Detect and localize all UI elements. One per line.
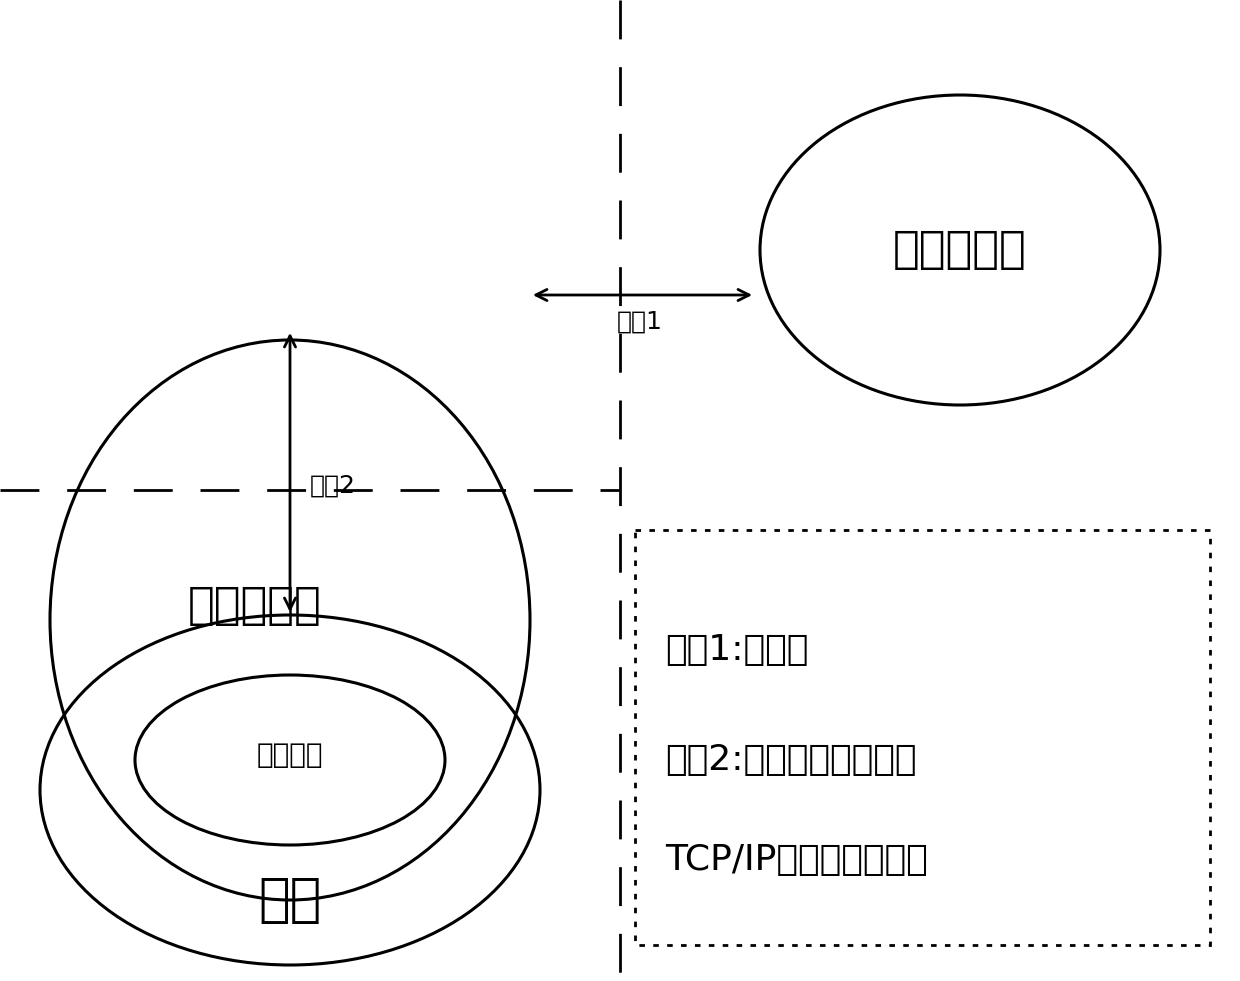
Text: 接口1:自定义: 接口1:自定义 [665, 633, 808, 667]
Text: TCP/IP协议的编程接口: TCP/IP协议的编程接口 [665, 843, 928, 877]
Text: 山检服务器: 山检服务器 [188, 584, 322, 627]
Text: 网元: 网元 [258, 874, 321, 926]
Text: 山检客户端: 山检客户端 [893, 229, 1027, 272]
Text: 接口2: 接口2 [310, 474, 356, 498]
Bar [635, 530, 1210, 945]
Text: 山检代理: 山检代理 [257, 741, 324, 769]
Text: 接口1: 接口1 [618, 310, 663, 334]
Text: 接口2:人机对话或语言或: 接口2:人机对话或语言或 [665, 743, 916, 777]
